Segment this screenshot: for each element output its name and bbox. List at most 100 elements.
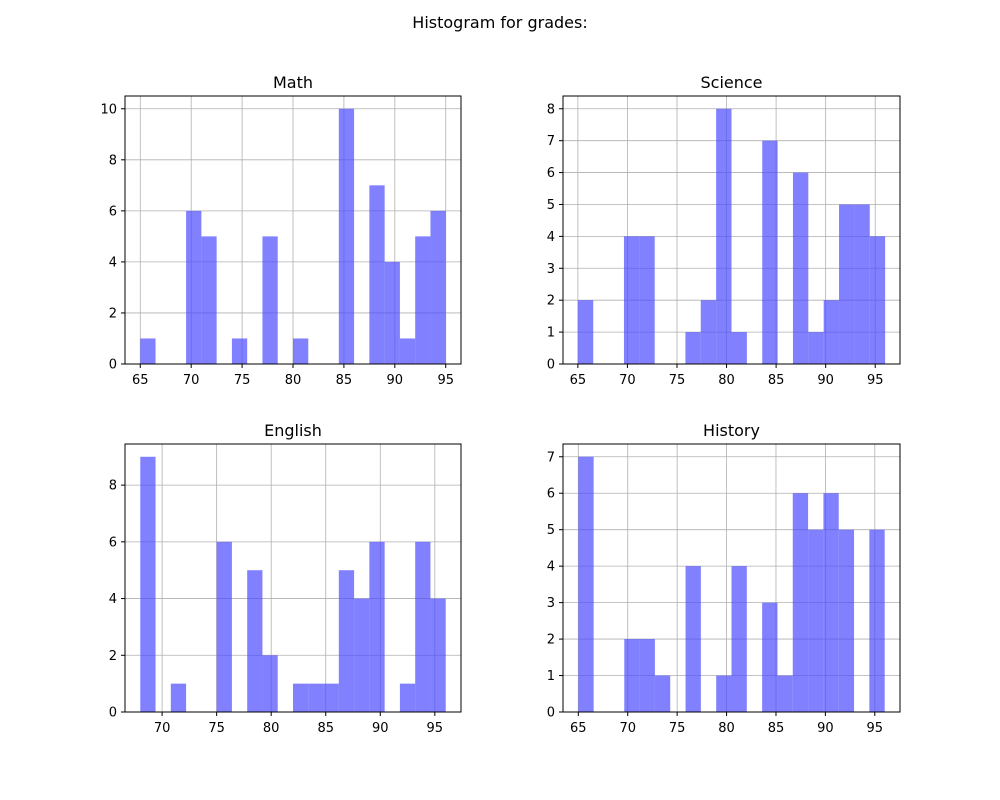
histogram-bar <box>384 261 400 364</box>
histogram-bar <box>216 541 232 712</box>
y-tick-label: 2 <box>547 633 555 648</box>
x-tick-label: 90 <box>817 373 834 388</box>
x-tick-label: 75 <box>208 721 225 736</box>
histogram-bar <box>623 236 640 364</box>
subplot-science: 65 70 75 80 85 90 95 0 1 2 3 4 5 6 7 8 Science <box>547 73 901 388</box>
histogram-bar <box>399 338 416 364</box>
histogram-bar <box>777 675 793 712</box>
x-tick-label: 80 <box>718 373 735 388</box>
histogram-bar <box>293 338 309 364</box>
histogram-bar <box>293 683 309 712</box>
histogram-bar <box>577 300 594 364</box>
y-tick-label: 6 <box>109 204 117 219</box>
histogram-bar <box>762 602 778 712</box>
histogram-bar <box>869 529 885 712</box>
x-tick-label: 75 <box>669 373 686 388</box>
histogram-bar <box>654 675 671 712</box>
y-tick-label: 3 <box>547 262 555 277</box>
y-tick-label: 7 <box>547 450 555 465</box>
histogram-bar <box>354 598 370 712</box>
y-tick-label: 6 <box>109 535 117 550</box>
histogram-bar <box>338 108 355 364</box>
histogram-bar <box>262 655 278 712</box>
x-tick-label: 80 <box>285 373 302 388</box>
figure-title: Histogram for grades: <box>412 13 588 32</box>
y-tick-label: 10 <box>100 102 117 117</box>
histogram-bar <box>140 338 156 364</box>
y-tick-label: 6 <box>547 166 555 181</box>
histogram-bar <box>415 541 431 712</box>
histogram-bar <box>685 332 701 364</box>
y-tick-label: 8 <box>547 102 555 117</box>
x-tick-label: 80 <box>718 721 735 736</box>
y-tick-label: 2 <box>547 294 555 309</box>
subplot-title: Science <box>700 73 762 92</box>
axes-frame <box>124 443 462 713</box>
x-tick-label: 95 <box>427 721 444 736</box>
histogram-bar <box>323 683 339 712</box>
x-tick-label: 80 <box>263 721 280 736</box>
y-tick-label: 3 <box>547 596 555 611</box>
x-tick-label: 65 <box>570 721 587 736</box>
y-tick-label: 0 <box>109 358 117 373</box>
histogram-bar <box>262 236 278 364</box>
y-tick-label: 5 <box>547 523 555 538</box>
y-tick-label: 4 <box>109 255 117 270</box>
x-tick-label: 85 <box>336 373 353 388</box>
histogram-bar <box>731 566 747 712</box>
x-tick-label: 95 <box>867 721 884 736</box>
histogram-bar <box>140 456 156 712</box>
x-tick-label: 65 <box>132 373 149 388</box>
x-tick-label: 75 <box>234 373 251 388</box>
histogram-bar <box>247 570 263 712</box>
y-tick-label: 8 <box>109 479 117 494</box>
subplot-english: 70 75 80 85 90 95 0 2 4 6 8 English <box>109 421 462 736</box>
histogram-bar <box>231 338 248 364</box>
histogram-bar <box>685 566 701 712</box>
x-tick-label: 90 <box>817 721 834 736</box>
histogram-bar <box>808 529 824 712</box>
y-tick-label: 1 <box>547 326 555 341</box>
histogram-bar <box>700 300 717 364</box>
subplot-history: 65 70 75 80 85 90 95 0 1 2 3 4 5 6 7 History <box>547 421 901 736</box>
histogram-bar <box>854 204 870 364</box>
histogram-bar <box>369 541 385 712</box>
histogram-bar <box>792 493 809 712</box>
histogram-bar <box>823 493 839 712</box>
histogram-bar <box>430 598 446 712</box>
histogram-bar <box>639 639 655 712</box>
subplot-title: History <box>703 421 760 440</box>
x-tick-label: 90 <box>387 373 404 388</box>
y-tick-label: 8 <box>109 153 117 168</box>
histogram-bar <box>639 236 655 364</box>
subplot-math: 65 70 75 80 85 90 95 0 2 4 6 8 10 Math <box>100 73 462 388</box>
histogram-bar <box>808 332 824 364</box>
histogram-bar <box>415 236 431 364</box>
x-tick-label: 70 <box>619 721 636 736</box>
y-tick-label: 4 <box>547 230 555 245</box>
y-tick-label: 6 <box>547 487 555 502</box>
histogram-bar <box>430 210 446 364</box>
y-tick-label: 2 <box>109 649 117 664</box>
histogram-bar <box>869 236 886 364</box>
histogram-bar <box>716 675 732 712</box>
x-tick-label: 95 <box>867 373 884 388</box>
histogram-bar <box>201 236 217 364</box>
histogram-bar <box>792 172 809 364</box>
subplot-title: English <box>264 421 322 440</box>
histogram-bar <box>838 529 855 712</box>
x-tick-label: 70 <box>154 721 171 736</box>
axes-frame <box>562 443 901 713</box>
x-tick-label: 85 <box>768 721 785 736</box>
x-tick-label: 85 <box>768 373 785 388</box>
x-tick-label: 70 <box>183 373 200 388</box>
y-tick-label: 4 <box>109 592 117 607</box>
x-tick-label: 70 <box>619 373 636 388</box>
y-tick-label: 0 <box>547 358 555 373</box>
x-tick-label: 90 <box>372 721 389 736</box>
y-tick-label: 5 <box>547 198 555 213</box>
histogram-bar <box>170 683 187 712</box>
subplot-title: Math <box>273 73 313 92</box>
histogram-bar <box>578 456 594 712</box>
